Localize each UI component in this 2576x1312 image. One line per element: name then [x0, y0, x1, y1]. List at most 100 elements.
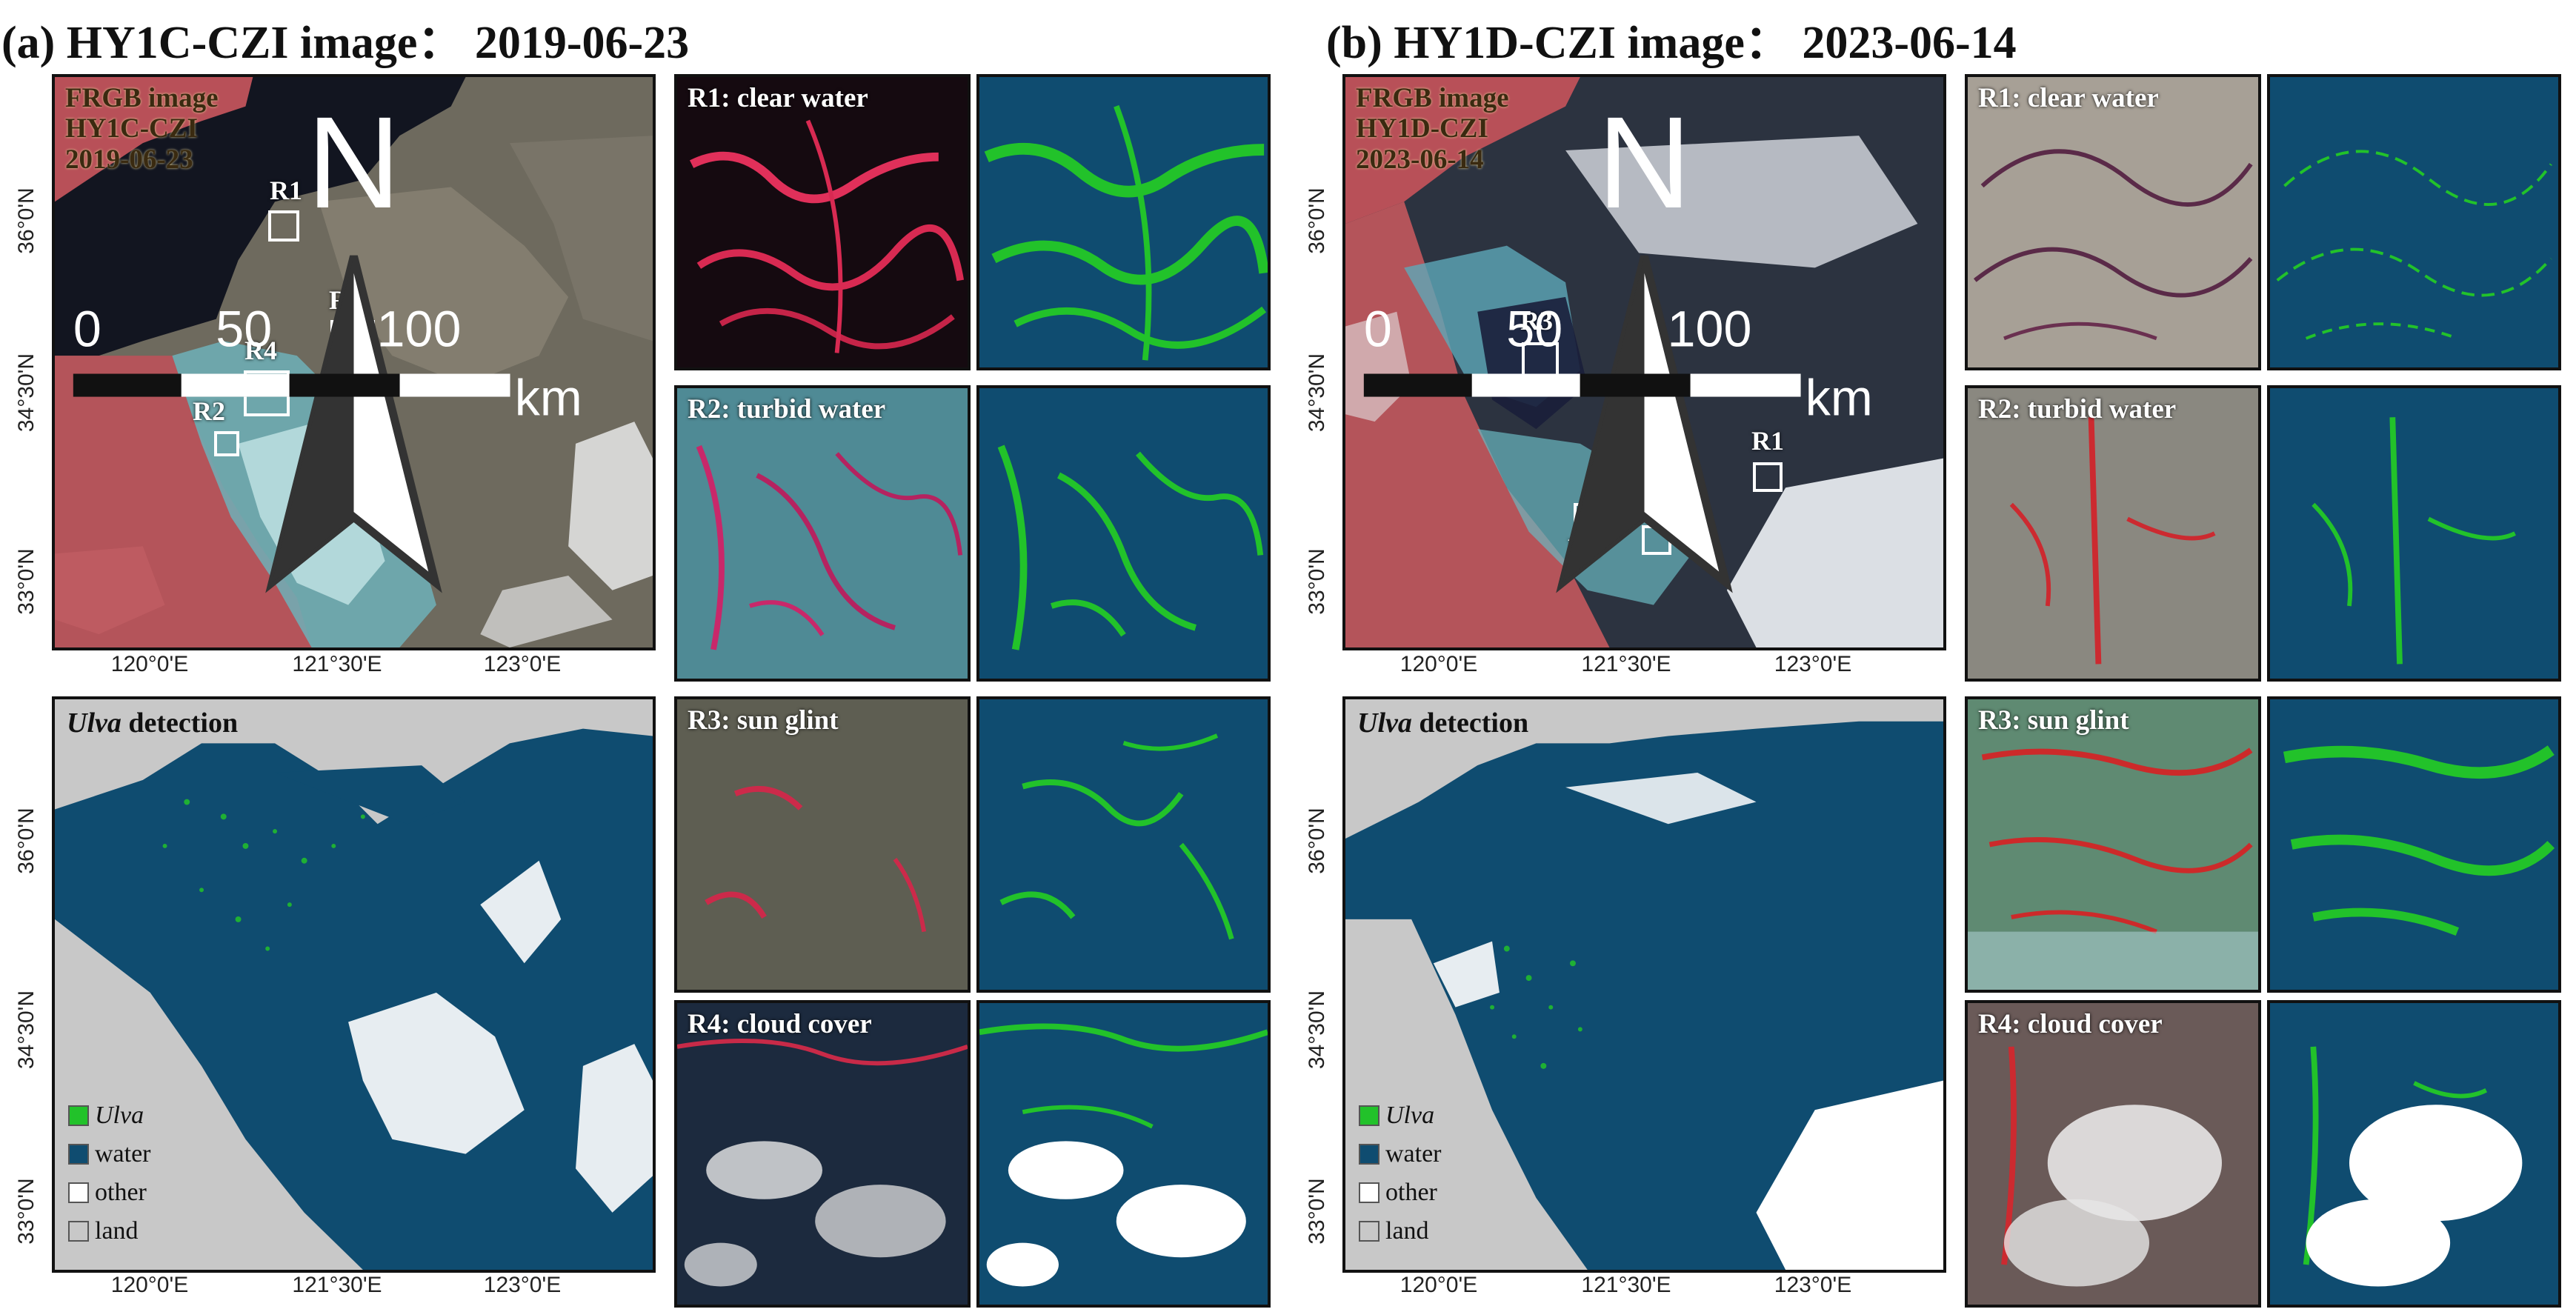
- panel-b-frgb-label: FRGB image HY1D-CZI 2023-06-14: [1356, 83, 1509, 175]
- panel-a-r1-det-image: [979, 77, 1268, 367]
- panel-b-det-lat-tick-3: 33°0'N: [1305, 1178, 1329, 1245]
- panel-a-r4-det-image: [979, 1003, 1268, 1305]
- legend-b-ulva: Ulva: [1359, 1096, 1442, 1135]
- panel-a-r2-label: R2: [193, 396, 225, 426]
- panel-a-lon-tick-3: 123°0'E: [483, 652, 562, 676]
- panel-b-lon-tick-2: 121°30'E: [1581, 652, 1671, 676]
- panel-b-r1-det-image: [2270, 77, 2558, 367]
- panel-b-lon-tick-3: 123°0'E: [1774, 652, 1852, 676]
- panel-b-det-lat-tick-2: 34°30'N: [1305, 990, 1329, 1070]
- panel-a-det-lat-tick-2: 34°30'N: [14, 990, 39, 1070]
- panel-b-lat-tick-2: 34°30'N: [1305, 353, 1329, 433]
- panel-b-lat-tick-1: 36°0'N: [1305, 187, 1329, 254]
- panel-a-r3-title: R3: sun glint: [688, 705, 839, 736]
- panel-a-det-lon-tick-2: 121°30'E: [292, 1273, 382, 1297]
- legend-a-ulva: Ulva: [68, 1096, 151, 1135]
- panel-b-detection-suffix: detection: [1411, 707, 1529, 739]
- legend-a-water: water: [68, 1135, 151, 1173]
- panel-a-r1-det[interactable]: [976, 74, 1271, 370]
- panel-a-r3-frgb[interactable]: R3: sun glint: [674, 696, 971, 993]
- panel-b-r2-det[interactable]: [2267, 385, 2561, 682]
- panel-b-scale-0: 0: [1364, 301, 1392, 357]
- panel-a-r2-title: R2: turbid water: [688, 394, 886, 424]
- panel-a-r2-frgb[interactable]: R2: turbid water: [674, 385, 971, 682]
- panel-b-legend: Ulva water other land: [1359, 1096, 1442, 1251]
- panel-b-detection-image: [1345, 699, 1943, 1270]
- legend-b-land: land: [1359, 1212, 1442, 1251]
- legend-b-water: water: [1359, 1135, 1442, 1173]
- panel-a-lon-tick-1: 120°0'E: [110, 652, 189, 676]
- panel-b-r2-det-image: [2270, 388, 2558, 679]
- panel-b-frgb-map[interactable]: FRGB image HY1D-CZI 2023-06-14 R3 R2 R4 …: [1342, 74, 1946, 650]
- panel-b-r3-title: R3: sun glint: [1978, 705, 2129, 736]
- panel-b-r1-frgb[interactable]: R1: clear water: [1965, 74, 2261, 370]
- panel-b-north-label: N: [1597, 90, 1691, 236]
- panel-a-lat-tick-3: 33°0'N: [14, 548, 39, 615]
- panel-a-detection-title: Ulva detection: [67, 707, 238, 739]
- panel-b-r4-frgb-image: [1968, 1003, 2258, 1305]
- panel-a-scale-50: 50: [216, 301, 272, 357]
- panel-b-r2-title: R2: turbid water: [1978, 394, 2177, 424]
- panel-a-lat-tick-2: 34°30'N: [14, 353, 39, 433]
- panel-b-scale-100: 100: [1668, 301, 1752, 357]
- panel-b-det-lon-tick-1: 120°0'E: [1400, 1273, 1478, 1297]
- panel-a-r3-det-image: [979, 699, 1268, 990]
- panel-a-det-lon-tick-3: 123°0'E: [483, 1273, 562, 1297]
- panel-a-lon-tick-2: 121°30'E: [292, 652, 382, 676]
- panel-a-r4-frgb-image: [677, 1003, 968, 1305]
- panel-a-r4-label: R4: [244, 336, 277, 365]
- panel-a-r1-frgb-image: [677, 77, 968, 367]
- panel-a-legend: Ulva water other land: [68, 1096, 151, 1251]
- panel-b-r4-det-image: [2270, 1003, 2558, 1305]
- panel-b-north-arrow-icon: N: [1556, 90, 1733, 593]
- panel-b-det-lat-tick-1: 36°0'N: [1305, 807, 1329, 874]
- panel-b-r3-det[interactable]: [2267, 696, 2561, 993]
- panel-a-north-arrow-icon: N: [265, 90, 442, 593]
- panel-b-detection-prefix: Ulva: [1357, 707, 1412, 739]
- panel-a-r3-det[interactable]: [976, 696, 1271, 993]
- panel-a-lat-tick-1: 36°0'N: [14, 187, 39, 254]
- panel-b-r3-det-image: [2270, 699, 2558, 990]
- panel-b-r1-label: R1: [1751, 426, 1784, 456]
- panel-a-r2-box[interactable]: [214, 431, 239, 456]
- panel-a-north-label: N: [307, 90, 401, 236]
- panel-a-r1-title: R1: clear water: [688, 83, 868, 113]
- panel-a-r2-det-image: [979, 388, 1268, 679]
- panel-a-r3-frgb-image: [677, 699, 968, 990]
- panel-b-det-lon-tick-2: 121°30'E: [1581, 1273, 1671, 1297]
- legend-a-land: land: [68, 1212, 151, 1251]
- panel-a-det-lon-tick-1: 120°0'E: [110, 1273, 189, 1297]
- panel-b-scale-50: 50: [1506, 301, 1562, 357]
- panel-a-detection-suffix: detection: [121, 707, 239, 739]
- panel-a-frgb-label: FRGB image HY1C-CZI 2019-06-23: [65, 83, 219, 175]
- panel-a-r2-frgb-image: [677, 388, 968, 679]
- panel-b-lat-tick-3: 33°0'N: [1305, 548, 1329, 615]
- panel-a-r2-det[interactable]: [976, 385, 1271, 682]
- panel-a-r1-box[interactable]: [268, 210, 299, 242]
- panel-b-r3-frgb[interactable]: R3: sun glint: [1965, 696, 2261, 993]
- panel-a-scale-unit: km: [515, 370, 582, 426]
- panel-a-r1-frgb[interactable]: R1: clear water: [674, 74, 971, 370]
- panel-a-frgb-map[interactable]: FRGB image HY1C-CZI 2019-06-23 R1 R3 R4 …: [52, 74, 656, 650]
- panel-b-title: (b) HY1D-CZI image： 2023-06-14: [1326, 18, 2017, 68]
- panel-b-det-lon-tick-3: 123°0'E: [1774, 1273, 1852, 1297]
- panel-a-r4-frgb[interactable]: R4: cloud cover: [674, 1000, 971, 1308]
- panel-a-detection-map[interactable]: Ulva detection Ulva water other land: [52, 696, 656, 1273]
- panel-a-r1-label: R1: [270, 176, 302, 205]
- panel-a-detection-image: [55, 699, 653, 1270]
- panel-a-det-lat-tick-1: 36°0'N: [14, 807, 39, 874]
- panel-b-r1-box[interactable]: [1753, 462, 1783, 492]
- panel-b-r1-det[interactable]: [2267, 74, 2561, 370]
- panel-b-r2-frgb[interactable]: R2: turbid water: [1965, 385, 2261, 682]
- panel-b-r4-det[interactable]: [2267, 1000, 2561, 1308]
- panel-b-r2-frgb-image: [1968, 388, 2258, 679]
- panel-a-r4-det[interactable]: [976, 1000, 1271, 1308]
- panel-a-scale-100: 100: [377, 301, 462, 357]
- panel-a-det-lat-tick-3: 33°0'N: [14, 1178, 39, 1245]
- panel-a-title: (a) HY1C-CZI image： 2019-06-23: [1, 18, 690, 68]
- panel-b-detection-map[interactable]: Ulva detection Ulva water other land: [1342, 696, 1946, 1273]
- panel-b-r4-title: R4: cloud cover: [1978, 1009, 2163, 1039]
- panel-b-r4-frgb[interactable]: R4: cloud cover: [1965, 1000, 2261, 1308]
- panel-b-r3-label: R3: [1520, 306, 1553, 336]
- panel-b-r3-frgb-image: [1968, 699, 2258, 990]
